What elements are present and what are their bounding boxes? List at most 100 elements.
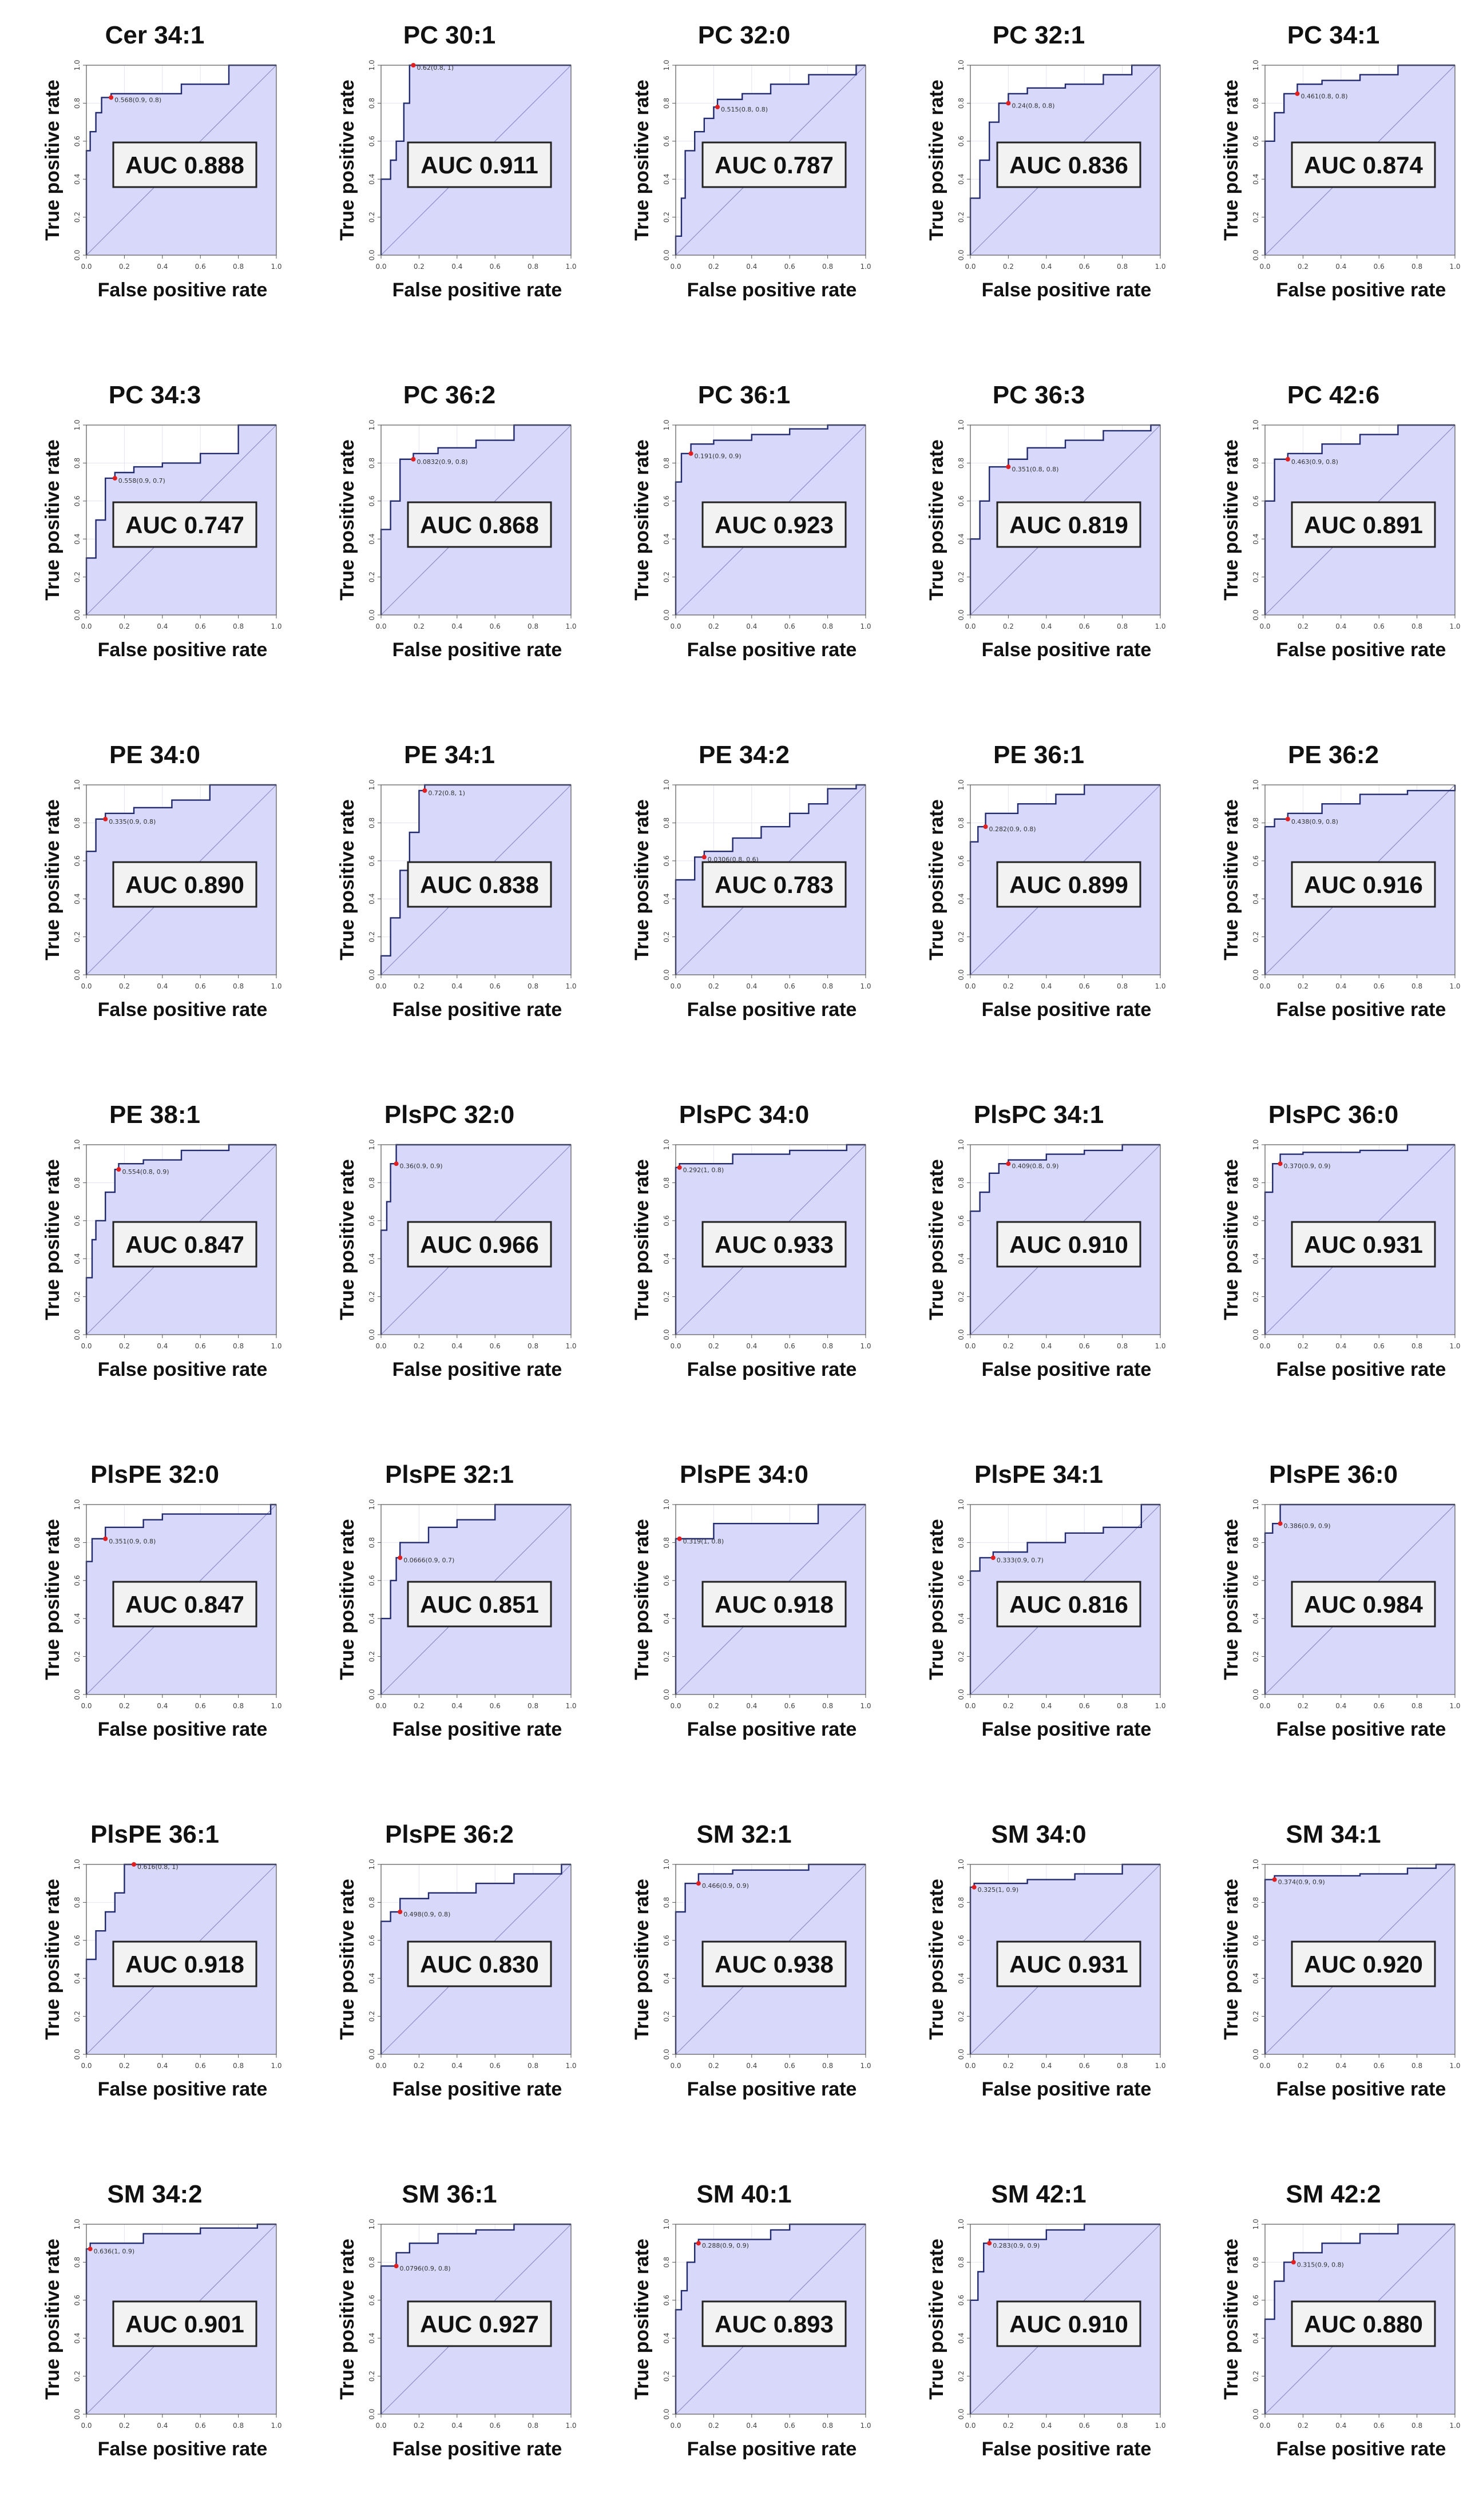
x-tick-label: 0.6 [784,982,795,990]
y-tick-label: 0.6 [1252,495,1260,506]
x-axis-label: False positive rate [1276,1359,1446,1380]
y-tick-label: 1.0 [73,2219,81,2229]
auc-value-label: AUC 0.899 [1009,871,1128,898]
y-axis-label: True positive rate [336,1519,358,1680]
x-tick-label: 0.8 [822,2062,833,2070]
auc-value-label: AUC 0.910 [1009,1231,1128,1258]
x-tick-label: 0.0 [1259,1342,1270,1350]
chart-title: PE 36:2 [1288,741,1379,769]
y-axis-label: True positive rate [42,2239,64,2400]
x-tick-label: 0.0 [375,622,386,630]
y-tick-label: 0.0 [957,2049,965,2059]
x-tick-label: 0.2 [708,982,719,990]
roc-curve-line [85,1144,276,1335]
y-tick-label: 0.2 [368,1651,376,1662]
x-tick-label: 1.0 [860,263,871,271]
x-axis-label: False positive rate [687,1359,857,1380]
auc-box [407,141,552,188]
x-tick-label: 0.2 [1298,2062,1309,2070]
roc-chart: PlsPE 36:0 0.0 0.0 0.2 0.2 0.4 0.4 0.6 0.6 0.8 0.8… [1180,1439,1475,1799]
x-tick-label: 0.4 [1041,622,1052,630]
y-tick-label: 1.0 [1252,59,1260,70]
chart-title: PlsPC 36:0 [1268,1101,1398,1129]
plot-frame [86,784,277,975]
x-tick-label: 0.4 [157,2422,168,2430]
auc-value-label: AUC 0.830 [420,1951,539,1978]
y-tick-label: 0.8 [73,1177,81,1188]
y-tick-label: 0.4 [1252,1613,1260,1624]
auc-box [996,501,1141,548]
roc-chart: PlsPC 34:0 0.0 0.0 0.2 0.2 0.4 0.4 0.6 0.6 0.8 0.8… [591,1080,886,1439]
best-threshold-point [411,457,416,462]
y-tick-label: 1.0 [73,1859,81,1870]
x-tick-label: 0.0 [965,622,976,630]
roc-chart-svg: PE 38:1 0.00.0 0.2 0.2 0.4 0.4 0.6 0.6 0.8 0.8 1.0… [42,1101,282,1380]
x-tick-label: 0.8 [233,622,244,630]
best-threshold-point [1006,101,1011,106]
threshold-annotation: 0.636(1, 0.9) [94,2248,135,2255]
roc-chart: PC 36:2 0.0 0.0 0.2 0.2 0.4 0.4 0.6 0.6 0.8 0.8 1.0… [296,360,591,720]
auc-box [996,1581,1141,1628]
x-tick-label: 0.0 [81,263,92,271]
x-tick-label: 0.2 [119,982,130,990]
x-axis-label: False positive rate [98,1359,268,1380]
best-threshold-point [688,451,693,456]
roc-chart: SM 36:1 0.0 0.0 0.2 0.2 0.4 0.4 0.6 0.6 0.8 0.8 1.0… [296,2159,591,2519]
y-axis-label: True positive rate [1220,80,1242,241]
chart-title: SM 40:1 [696,2180,791,2208]
plot-frame [86,1144,277,1335]
y-tick-label: 0.8 [663,1537,671,1548]
plot-frame [675,2224,866,2415]
x-tick-label: 0.2 [1298,982,1309,990]
threshold-annotation: 0.0666(0.9, 0.7) [403,1557,454,1564]
y-tick-label: 0.4 [663,534,671,545]
chart-title: PC 34:3 [109,381,201,409]
chart-title: Cer 34:1 [105,21,205,49]
y-tick-label: 1.0 [1252,2219,1260,2229]
auc-value-label: AUC 0.923 [715,511,834,538]
auc-box [996,861,1141,908]
auc-box [407,501,552,548]
y-tick-label: 1.0 [663,1139,671,1150]
x-axis-label: False positive rate [982,999,1152,1021]
y-tick-label: 0.2 [663,1291,671,1302]
y-tick-label: 0.4 [368,174,376,185]
x-tick-label: 0.8 [528,2422,538,2430]
x-axis-label: False positive rate [982,1719,1152,1740]
x-tick-label: 0.4 [1041,2062,1052,2070]
auc-value-label: AUC 0.916 [1304,871,1423,898]
auc-box [1291,1940,1436,1987]
y-tick-label: 1.0 [368,1139,376,1150]
roc-chart: Cer 34:1 0.0 0.0 0.2 0.2 0.4 0.4 0.6 0.6 0.8 0.8 1.… [2,0,296,360]
roc-chart-svg: SM 34:2 0.00.0 0.2 0.2 0.4 0.4 0.6 0.6 0.8 0.8 1.0… [42,2180,282,2460]
auc-value-label: AUC 0.933 [715,1231,834,1258]
y-tick-label: 1.0 [368,419,376,430]
x-tick-label: 0.4 [157,263,168,271]
auc-value-label: AUC 0.880 [1304,2311,1423,2338]
auc-box [112,1940,257,1987]
y-tick-label: 0.8 [368,98,376,109]
y-tick-label: 1.0 [957,1499,965,1510]
y-tick-label: 0.8 [368,1537,376,1548]
y-axis-label: True positive rate [1220,439,1242,601]
y-tick-label: 0.4 [73,1973,81,1984]
y-tick-label: 0.0 [368,969,376,980]
auc-value-label: AUC 0.851 [420,1591,539,1618]
x-tick-label: 1.0 [565,2062,576,2070]
y-tick-label: 0.4 [957,534,965,545]
threshold-annotation: 0.558(0.9, 0.7) [118,477,165,485]
x-tick-label: 0.0 [1259,2422,1270,2430]
best-threshold-point [88,2247,93,2252]
auc-value-label: AUC 0.888 [125,152,244,178]
x-tick-label: 1.0 [271,1342,281,1350]
threshold-annotation: 0.283(0.9, 0.9) [993,2242,1040,2249]
x-axis-label: False positive rate [687,639,857,661]
y-tick-label: 0.8 [73,1897,81,1908]
chart-title: PlsPE 32:0 [90,1461,219,1489]
x-axis-label: False positive rate [98,2078,268,2100]
y-tick-label: 0.2 [1252,572,1260,582]
y-tick-label: 0.0 [957,969,965,980]
x-axis-label: False positive rate [982,2078,1152,2100]
y-axis-label: True positive rate [336,439,358,601]
auc-box [407,2300,552,2347]
